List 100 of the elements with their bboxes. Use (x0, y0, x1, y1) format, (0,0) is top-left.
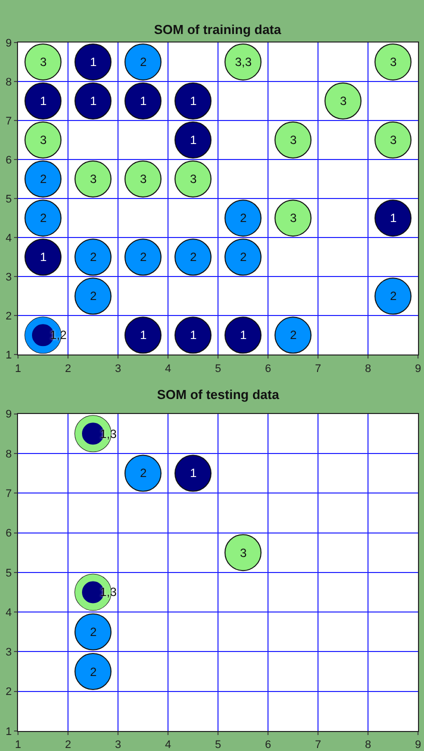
y-tick-label: 3 (6, 646, 12, 659)
x-tick-label: 3 (114, 362, 122, 375)
point (74, 278, 112, 315)
y-tick-label: 1 (6, 350, 12, 362)
point (224, 534, 262, 572)
x-tick-label: 7 (314, 739, 322, 751)
x-tick-label: 8 (364, 362, 372, 375)
point (174, 316, 212, 354)
y-tick-label: 5 (6, 567, 12, 580)
annotation: 1 (190, 94, 197, 108)
annotation: 1 (190, 466, 197, 480)
point (74, 238, 112, 276)
annotation: 3 (340, 94, 347, 108)
annotation: 3 (290, 133, 297, 147)
point (124, 454, 162, 492)
point (224, 200, 262, 237)
y-tick-label: 5 (6, 193, 12, 206)
point (274, 122, 312, 158)
x-tick-label: 6 (264, 362, 272, 375)
x-tick-label: 5 (214, 362, 222, 375)
point (274, 316, 312, 354)
y-tick-label: 2 (6, 686, 12, 698)
point (124, 316, 162, 354)
annotation: 3 (240, 546, 247, 560)
x-tick-label: 8 (364, 739, 372, 751)
annotation: 1 (40, 94, 47, 108)
annotation: 2 (90, 250, 97, 264)
chart-title: SOM of testing data (157, 387, 280, 402)
annotation: 1,2 (50, 328, 68, 342)
x-tick-label: 1 (14, 739, 22, 751)
point (374, 43, 412, 80)
point (324, 82, 362, 120)
annotation: 2 (390, 289, 397, 303)
annotation: 2 (90, 289, 97, 303)
y-tick-label: 2 (6, 310, 12, 323)
y-tick-label: 9 (6, 37, 12, 50)
annotation: 1 (140, 328, 147, 342)
annotation: 2 (140, 55, 147, 69)
annotation: 3 (40, 133, 47, 147)
point (374, 122, 412, 158)
point (74, 43, 112, 80)
point (174, 160, 212, 198)
annotation: 1 (90, 55, 97, 69)
y-tick-label: 8 (6, 76, 12, 88)
annotation: 2 (240, 250, 247, 264)
point (24, 122, 62, 158)
y-tick-label: 1 (6, 726, 12, 738)
annotation: 1 (390, 211, 397, 225)
point (174, 82, 212, 120)
annotation: 3 (390, 133, 397, 147)
annotation: 3 (140, 172, 147, 186)
annotation: 3 (290, 211, 297, 225)
annotation: 3,3 (235, 55, 252, 69)
y-tick-label: 7 (6, 115, 12, 128)
annotation: 1,3 (100, 585, 118, 599)
point (24, 43, 62, 80)
annotation: 2 (140, 250, 147, 264)
annotation: 3 (390, 55, 397, 69)
annotation: 1,3 (100, 427, 118, 441)
point (124, 160, 162, 198)
y-tick-label: 7 (6, 488, 12, 500)
x-tick-label: 3 (114, 739, 122, 751)
x-tick-label: 5 (214, 739, 222, 751)
annotation: 2 (90, 625, 97, 639)
point (74, 82, 112, 120)
x-tick-label: 4 (164, 362, 172, 375)
annotation: 2 (40, 172, 47, 186)
annotation: 3 (40, 55, 47, 69)
point (124, 82, 162, 120)
annotation: 1 (90, 94, 97, 108)
annotation: 2 (240, 211, 247, 225)
x-tick-label: 2 (64, 362, 72, 375)
annotation: 1 (140, 94, 147, 108)
point (174, 454, 212, 492)
x-tick-label: 7 (314, 362, 322, 375)
annotation: 3 (190, 172, 197, 186)
chart-title: SOM of training data (154, 22, 282, 37)
y-tick-label: 6 (6, 154, 12, 166)
point (124, 238, 162, 276)
point (374, 278, 412, 315)
annotation: 3 (90, 172, 97, 186)
annotation: 2 (290, 328, 297, 342)
annotation: 1 (190, 133, 197, 147)
point (24, 238, 62, 276)
annotation: 1 (190, 328, 197, 342)
point (24, 200, 62, 237)
x-tick-label: 1 (14, 362, 22, 375)
annotation: 2 (140, 466, 147, 480)
x-tick-label: 9 (414, 362, 422, 375)
point (174, 238, 212, 276)
y-tick-label: 8 (6, 448, 12, 460)
point (74, 653, 112, 690)
annotation: 1 (40, 250, 47, 264)
x-tick-label: 4 (164, 739, 172, 751)
point (224, 238, 262, 276)
point (74, 613, 112, 650)
x-tick-label: 9 (414, 739, 422, 751)
y-tick-label: 3 (6, 271, 12, 284)
point (74, 160, 112, 198)
point (274, 200, 312, 237)
